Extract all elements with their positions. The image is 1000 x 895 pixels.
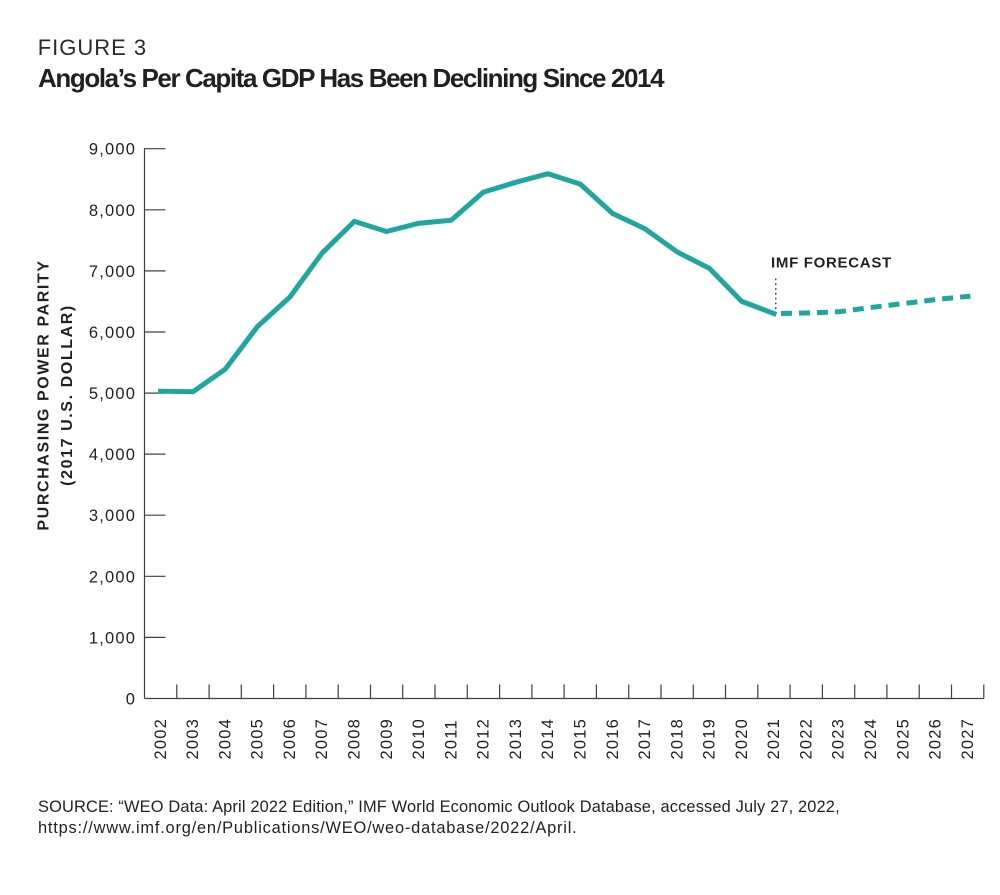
svg-text:7,000: 7,000 [89, 263, 136, 281]
svg-text:2017: 2017 [636, 718, 654, 760]
svg-text:2018: 2018 [668, 718, 686, 760]
svg-text:(2017 U.S. DOLLAR): (2017 U.S. DOLLAR) [59, 304, 76, 486]
svg-text:5,000: 5,000 [89, 385, 136, 403]
svg-text:2024: 2024 [862, 718, 880, 760]
svg-text:1,000: 1,000 [89, 629, 136, 647]
svg-text:2011: 2011 [442, 719, 460, 759]
svg-text:2026: 2026 [927, 718, 945, 760]
svg-text:2014: 2014 [539, 718, 557, 760]
svg-text:6,000: 6,000 [89, 324, 136, 342]
svg-text:2022: 2022 [797, 718, 815, 760]
svg-text:9,000: 9,000 [89, 141, 136, 159]
svg-text:2002: 2002 [152, 718, 170, 760]
svg-text:2016: 2016 [604, 718, 622, 760]
svg-text:2015: 2015 [572, 718, 590, 760]
svg-text:2008: 2008 [346, 718, 364, 760]
svg-text:2013: 2013 [507, 718, 525, 760]
svg-text:3,000: 3,000 [89, 507, 136, 525]
svg-text:2003: 2003 [184, 718, 202, 760]
svg-text:0: 0 [126, 691, 136, 709]
svg-text:2025: 2025 [894, 718, 912, 760]
svg-text:2010: 2010 [410, 718, 428, 760]
svg-text:2,000: 2,000 [89, 568, 136, 586]
svg-text:2020: 2020 [733, 718, 751, 760]
svg-text:2023: 2023 [830, 718, 848, 760]
svg-text:2004: 2004 [216, 718, 234, 760]
svg-text:IMF FORECAST: IMF FORECAST [771, 254, 892, 271]
svg-text:8,000: 8,000 [89, 202, 136, 220]
svg-text:PURCHASING POWER PARITY: PURCHASING POWER PARITY [36, 259, 53, 530]
svg-text:2007: 2007 [313, 718, 331, 760]
svg-text:2006: 2006 [281, 718, 299, 760]
svg-text:2005: 2005 [249, 718, 267, 760]
svg-text:2027: 2027 [959, 718, 977, 760]
svg-text:2012: 2012 [475, 718, 493, 760]
svg-text:2021: 2021 [765, 718, 783, 760]
svg-text:2019: 2019 [701, 718, 719, 760]
svg-text:4,000: 4,000 [89, 446, 136, 464]
svg-text:2009: 2009 [378, 718, 396, 760]
